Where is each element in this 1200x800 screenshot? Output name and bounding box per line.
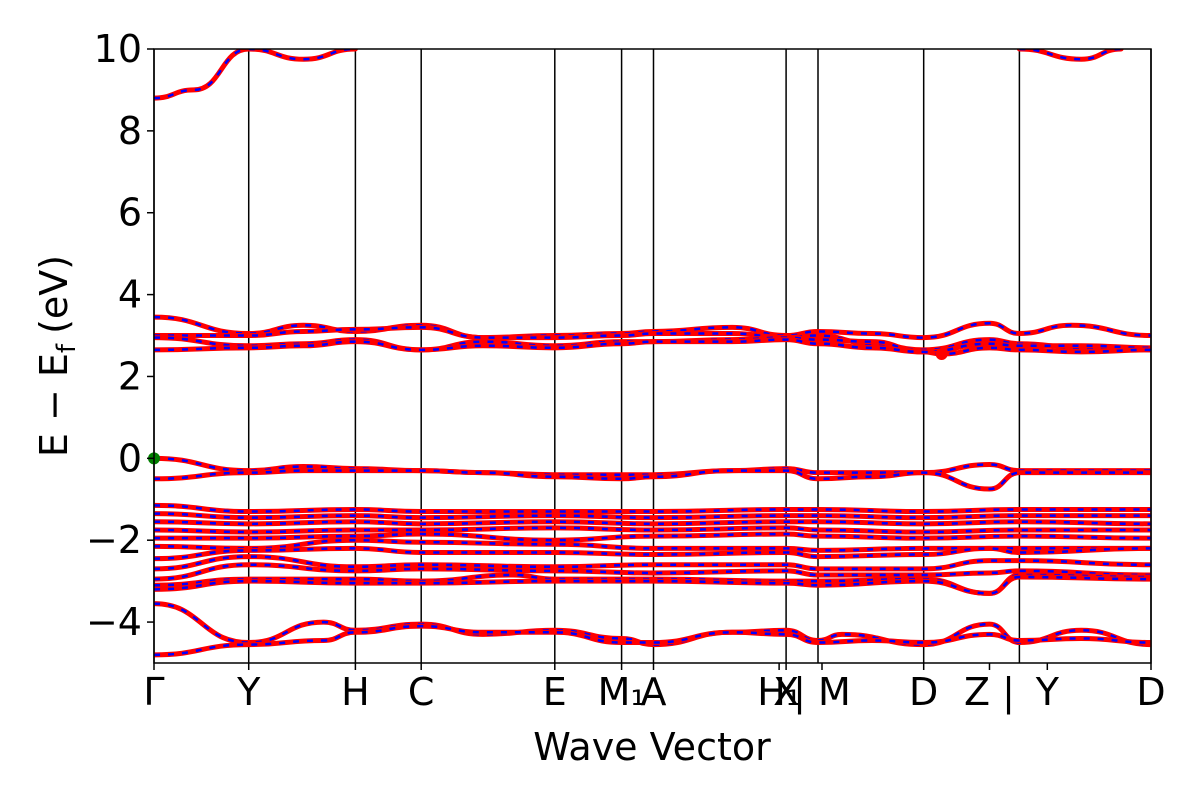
- band-line-dashed-14: [154, 538, 1151, 552]
- band-line-dashed-8: [154, 469, 1151, 491]
- plot-frame: [153, 48, 1152, 664]
- band-line-dashed-1: [248, 49, 356, 61]
- band-line-dashed-2: [1019, 49, 1122, 61]
- y-tick-label: 8: [118, 109, 142, 153]
- band-line-17: [154, 562, 1151, 582]
- band-line-10: [154, 511, 1151, 521]
- band-line-16: [154, 554, 1151, 572]
- x-tick-label: | M: [793, 670, 851, 715]
- x-tick-label: Γ: [143, 670, 164, 714]
- x-tick-label: Y: [1035, 670, 1060, 714]
- y-axis-title-subscript: f: [52, 343, 82, 353]
- x-tick-label: E: [543, 670, 567, 714]
- y-axis-title-main: E − E: [32, 353, 76, 457]
- x-tick-label: Y: [236, 670, 261, 714]
- band-line-dashed-4: [154, 326, 1151, 352]
- x-axis: Γ Y H C E M₁A H₁X| M D Z | Y D: [143, 663, 1166, 715]
- band-line-dashed-18: [154, 573, 1151, 595]
- band-line-12: [154, 525, 1151, 535]
- y-tick-label: 10: [94, 27, 142, 71]
- x-tick-label: X: [773, 670, 799, 714]
- x-tick-label: A: [640, 670, 666, 714]
- y-tick-label: 0: [118, 436, 142, 480]
- band-line-15: [154, 545, 1151, 562]
- band-line-dashed-21: [154, 624, 1151, 657]
- band-line-13: [154, 531, 1151, 543]
- x-tick-label: D: [909, 670, 938, 714]
- band-line-11: [154, 519, 1151, 527]
- x-tick-label: H₁: [757, 670, 801, 714]
- band-line-dashed-6: [154, 338, 1151, 356]
- x-tick-label: M₁: [598, 670, 646, 714]
- y-tick-label: −2: [86, 518, 142, 562]
- y-axis-title-unit: (eV): [32, 255, 76, 334]
- y-tick-label: −4: [86, 600, 142, 644]
- x-tick-label: H: [341, 670, 370, 714]
- band-line-dashed-0: [154, 49, 249, 100]
- y-axis-title: E − Ef (eV): [32, 255, 82, 457]
- x-axis-title: Wave Vector: [533, 725, 771, 769]
- band-marker-1: [935, 347, 948, 360]
- x-tick-label: D: [1136, 670, 1165, 714]
- band-line-dashed-19: [154, 575, 1151, 595]
- y-axis: −4 −2 0 2 4 6 8 10: [86, 27, 154, 644]
- y-tick-label: 6: [118, 191, 142, 235]
- y-tick-label: 4: [118, 273, 142, 317]
- x-tick-label: C: [408, 670, 435, 714]
- band-lines: [154, 49, 1151, 658]
- x-tick-label: Z |: [964, 670, 1015, 715]
- band-line-dashed-9: [154, 504, 1151, 513]
- y-tick-label: 2: [118, 354, 142, 398]
